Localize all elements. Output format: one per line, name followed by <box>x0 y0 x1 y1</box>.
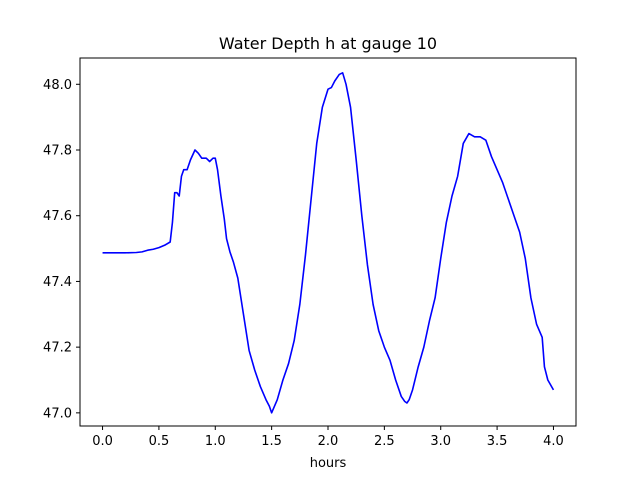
y-tick-label: 48.0 <box>43 78 72 93</box>
y-tick-label: 47.8 <box>43 144 72 159</box>
x-tick-label: 2.0 <box>318 434 339 449</box>
x-tick-label: 3.5 <box>487 434 508 449</box>
y-tick-label: 47.6 <box>43 209 72 224</box>
chart-title: Water Depth h at gauge 10 <box>219 34 437 53</box>
series-line <box>102 71 555 414</box>
x-tick-label: 1.5 <box>261 434 282 449</box>
x-tick-label: 4.0 <box>543 434 564 449</box>
x-tick-label: 2.5 <box>374 434 395 449</box>
axes-frame <box>79 57 577 427</box>
plot-area <box>102 71 555 414</box>
y-axis-ticks: 47.0 47.2 47.4 47.6 47.8 48.0 <box>43 78 80 421</box>
y-tick-label: 47.0 <box>43 406 72 421</box>
y-tick-label: 47.4 <box>43 275 72 290</box>
x-tick-label: 3.0 <box>430 434 451 449</box>
y-tick-label: 47.2 <box>43 341 72 356</box>
x-tick-label: 0.0 <box>92 434 113 449</box>
x-tick-label: 1.0 <box>205 434 226 449</box>
x-axis-ticks: 0.0 0.5 1.0 1.5 2.0 2.5 3.0 3.5 4.0 <box>92 426 564 449</box>
x-tick-label: 0.5 <box>149 434 170 449</box>
x-axis-label: hours <box>310 456 347 471</box>
